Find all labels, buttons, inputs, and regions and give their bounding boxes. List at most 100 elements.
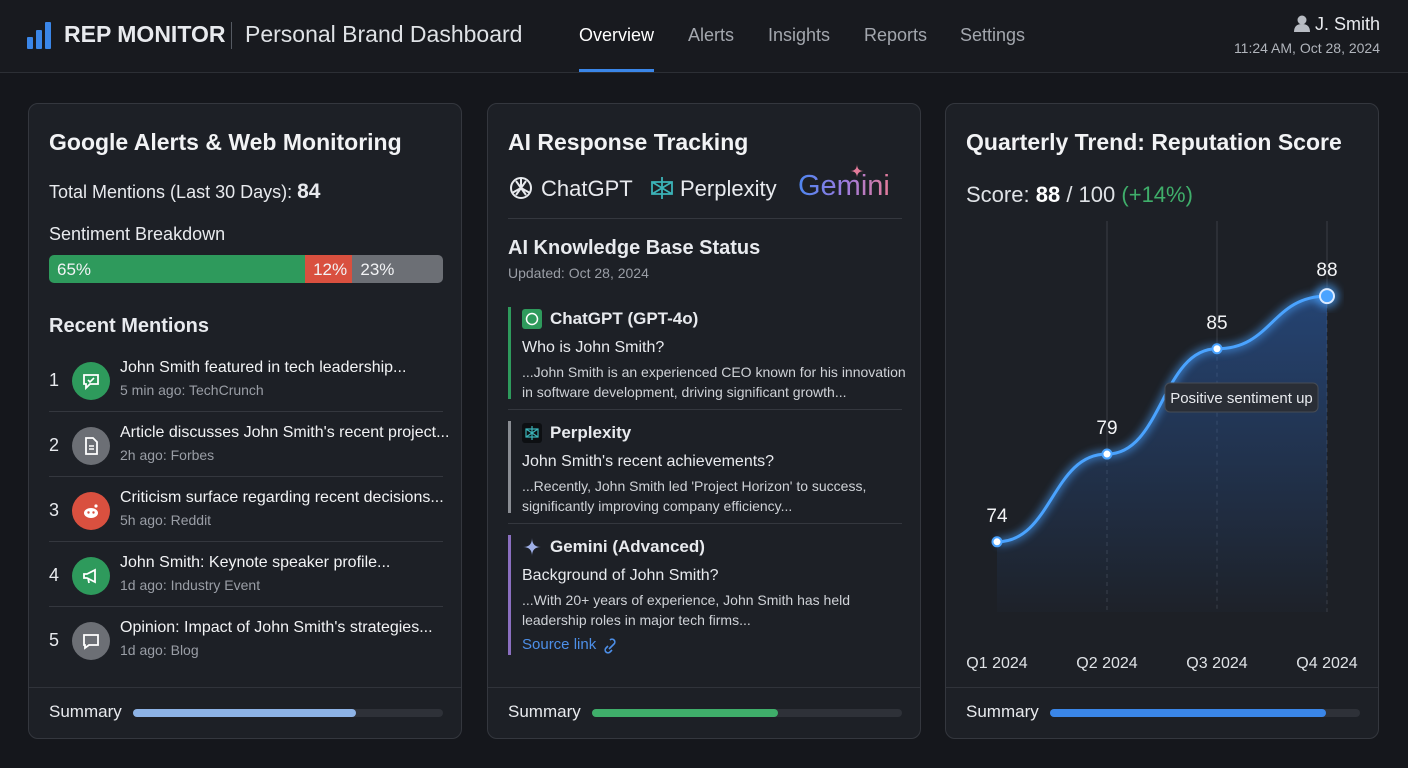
separator — [49, 411, 443, 412]
model-logo — [522, 309, 542, 329]
link-icon — [604, 638, 616, 654]
nav-tab[interactable]: Settings — [960, 25, 1026, 45]
divider — [231, 22, 232, 49]
value-label: 74 — [986, 506, 1008, 527]
chart-title: Quarterly Trend: Reputation Score — [966, 129, 1342, 155]
value-label: 88 — [1316, 260, 1337, 281]
sentiment-bar: 65% 12% 23% — [49, 255, 443, 283]
mention-title[interactable]: John Smith: Keynote speaker profile... — [120, 554, 391, 571]
model-name: ChatGPT (GPT-4o) — [550, 309, 699, 328]
question: Background of John Smith? — [522, 567, 719, 584]
separator — [49, 606, 443, 607]
point — [1101, 448, 1113, 460]
app-title: Personal Brand Dashboard — [245, 21, 523, 47]
line-chart: 74 Q1 2024 79 Q2 2024 85 Q3 2024 88 Q4 2024 Posi… — [966, 221, 1358, 672]
mention-icon — [72, 492, 110, 530]
answer: ...With 20+ years of experience, John Sm… — [522, 592, 851, 628]
segment-label: 23% — [360, 260, 395, 279]
kb-updated: Updated: Oct 28, 2024 — [508, 265, 649, 281]
entry-accent — [508, 535, 511, 655]
nav-tab[interactable]: Alerts — [688, 25, 735, 45]
score-max: / 100 — [1066, 182, 1116, 207]
progress-fill — [1050, 709, 1326, 717]
total-label: Total Mentions (Last 30 Days): — [49, 182, 293, 202]
active-indicator — [579, 69, 654, 72]
mention-title[interactable]: Criticism surface regarding recent decis… — [120, 489, 444, 506]
summary-label: Summary — [508, 702, 581, 721]
total-mentions: Total Mentions (Last 30 Days): 84 — [49, 180, 320, 204]
kb-title: AI Knowledge Base Status — [508, 237, 761, 259]
trend-panel: Quarterly Trend: Reputation Score Score:… — [945, 103, 1379, 739]
progress-track — [592, 709, 902, 717]
score-change: (+14%) — [1121, 182, 1193, 207]
progress-fill — [592, 709, 778, 717]
mention-meta: 2h ago: Forbes — [120, 447, 215, 463]
mention-title[interactable]: Article discusses John Smith's recent pr… — [120, 424, 450, 441]
mention-title[interactable]: John Smith featured in tech leadership..… — [120, 359, 407, 376]
annotation: Positive sentiment up — [1170, 390, 1313, 407]
separator — [49, 541, 443, 542]
x-tick-label: Q2 2024 — [1076, 655, 1137, 672]
annotation-box — [1164, 382, 1319, 413]
mention-icon — [72, 622, 110, 660]
summary: Summary — [29, 687, 461, 738]
point — [1211, 343, 1223, 355]
sentiment-segment: 12% — [305, 255, 353, 283]
area — [997, 296, 1327, 612]
mention-meta: 1d ago: Industry Event — [120, 577, 261, 593]
nav-tab[interactable]: Insights — [768, 25, 831, 45]
header: REP MONITOR Personal Brand Dashboard Ove… — [0, 0, 1408, 73]
answer: ...Recently, John Smith led 'Project Hor… — [522, 478, 867, 514]
sparkle — [850, 164, 864, 178]
segment-label: 12% — [313, 260, 348, 279]
x-tick-label: Q4 2024 — [1296, 655, 1357, 672]
entry-accent — [508, 421, 511, 513]
value-label: 79 — [1096, 418, 1117, 439]
summary: Summary — [488, 687, 920, 738]
panel-title: Google Alerts & Web Monitoring — [49, 129, 402, 155]
mention-title[interactable]: Opinion: Impact of John Smith's strategi… — [120, 619, 433, 636]
logo-text: REP MONITOR — [64, 21, 226, 47]
ai-panel: AI Response Tracking ChatGPT Perplexity … — [487, 103, 921, 739]
mention-icon — [72, 427, 110, 465]
logo-icon — [27, 22, 51, 49]
summary-label: Summary — [49, 702, 122, 721]
recent-title: Recent Mentions — [49, 315, 210, 337]
mention-meta: 1d ago: Blog — [120, 642, 199, 658]
x-tick-label: Q1 2024 — [966, 655, 1027, 672]
value-label: 85 — [1206, 313, 1227, 334]
user-name[interactable]: J. Smith — [1314, 14, 1380, 34]
score-value: 88 — [1035, 182, 1061, 207]
nav-tab[interactable]: Overview — [579, 25, 655, 45]
model-logo — [522, 423, 542, 443]
nav-tab[interactable]: Reports — [864, 25, 928, 45]
mention-rank: 2 — [49, 435, 60, 455]
summary-label: Summary — [966, 702, 1039, 721]
score-label: Score: — [966, 182, 1030, 207]
user-icon — [1294, 15, 1310, 32]
platform: ChatGPT — [541, 176, 633, 201]
sentiment-segment: 23% — [352, 255, 443, 283]
summary: Summary — [946, 687, 1378, 738]
platform: Perplexity — [680, 176, 777, 201]
point — [1319, 288, 1335, 305]
model-logo — [523, 538, 541, 556]
progress-fill — [133, 709, 357, 717]
segment-label: 65% — [57, 260, 92, 279]
source-link[interactable]: Source link — [522, 636, 597, 653]
entry-accent — [508, 307, 511, 399]
perplexity-logo — [651, 177, 673, 199]
mention-rank: 4 — [49, 565, 60, 585]
model-name: Perplexity — [550, 423, 632, 442]
mention-meta: 5 min ago: TechCrunch — [120, 382, 264, 398]
progress-track — [1050, 709, 1360, 717]
mention-rank: 1 — [49, 370, 60, 390]
mention-rank: 3 — [49, 500, 60, 520]
mention-icon — [72, 362, 110, 400]
separator — [508, 523, 902, 524]
sentiment-segment: 65% — [49, 255, 306, 283]
question: John Smith's recent achievements? — [522, 453, 775, 470]
model-name: Gemini (Advanced) — [550, 537, 705, 556]
answer: ...John Smith is an experienced CEO know… — [522, 364, 906, 400]
